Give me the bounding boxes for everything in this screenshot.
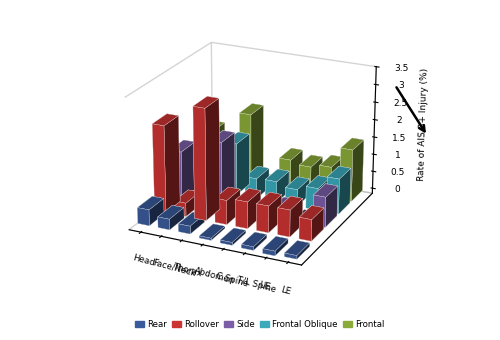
Legend: Rear, Rollover, Side, Frontal Oblique, Frontal: Rear, Rollover, Side, Frontal Oblique, F… — [132, 317, 388, 332]
